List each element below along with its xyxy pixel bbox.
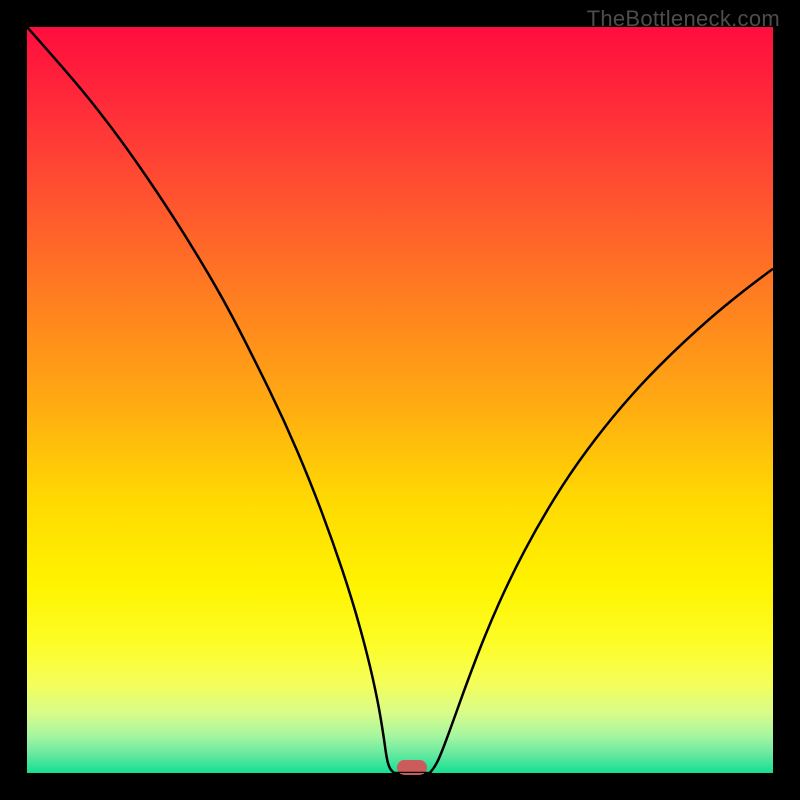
chart-frame: TheBottleneck.com <box>0 0 800 800</box>
gradient-background <box>27 27 773 773</box>
bottleneck-marker <box>397 760 427 775</box>
plot-area <box>27 27 773 773</box>
